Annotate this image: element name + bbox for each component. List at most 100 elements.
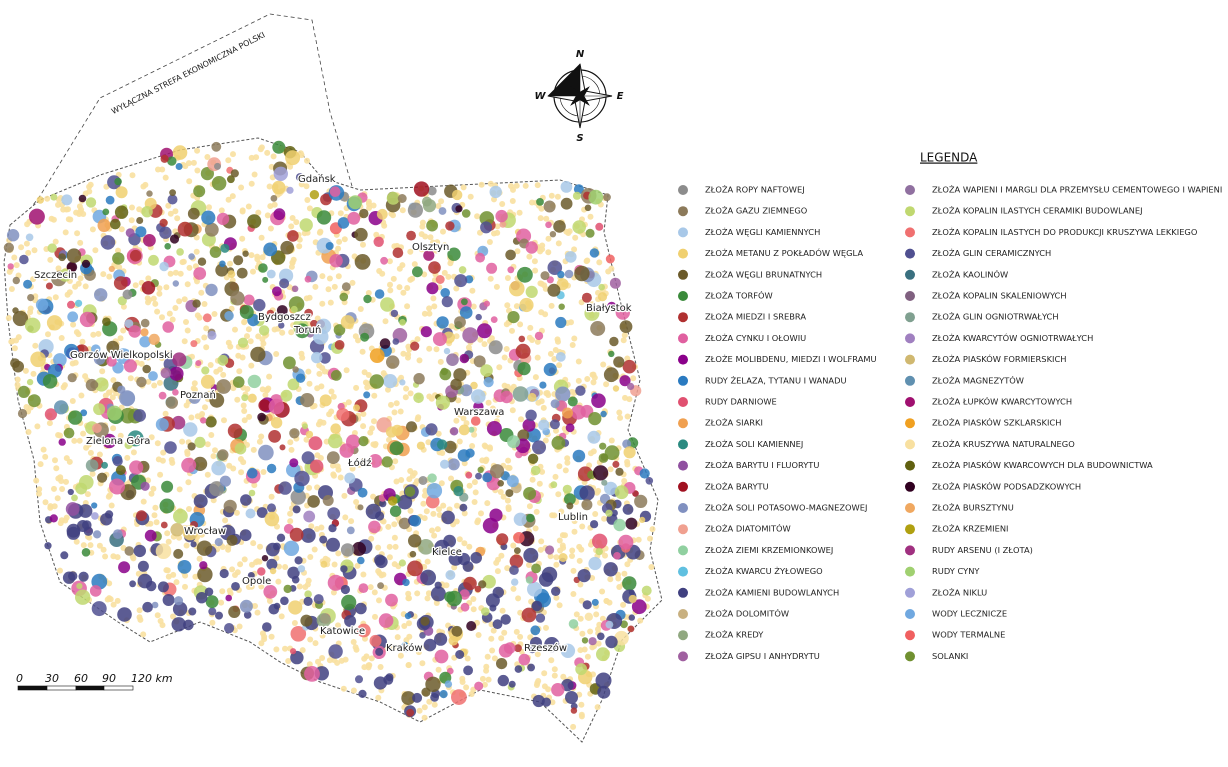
compass-letter: N <box>576 49 585 60</box>
deposit-dot <box>421 515 428 522</box>
deposit-dot <box>261 555 269 562</box>
deposit-dot <box>173 508 188 524</box>
deposit-dot <box>72 283 79 290</box>
deposit-dot <box>311 351 323 364</box>
deposit-dot <box>496 658 508 670</box>
legend-swatch <box>905 227 915 238</box>
deposit-dot <box>581 292 592 303</box>
deposit-dot <box>493 283 500 290</box>
deposit-dot <box>283 356 296 370</box>
deposit-dot <box>227 423 243 439</box>
deposit-dot <box>426 219 438 232</box>
deposit-dot <box>607 466 614 473</box>
deposit-dot <box>518 416 524 423</box>
deposit-dot <box>337 474 344 481</box>
deposit-dot <box>33 477 40 484</box>
deposit-dot <box>385 523 392 530</box>
deposit-dot <box>440 228 446 235</box>
deposit-dot <box>219 568 229 579</box>
legend-label: ZŁOŻA ROPY NAFTOWEJ <box>705 185 805 195</box>
deposit-dot <box>515 595 522 602</box>
deposit-dot <box>547 283 561 297</box>
deposit-dot <box>612 460 620 468</box>
deposit-dot <box>204 471 211 478</box>
deposit-dot <box>202 313 212 323</box>
deposit-dot <box>92 423 102 434</box>
deposit-dot <box>295 173 305 182</box>
deposit-dot <box>544 637 560 653</box>
deposit-dot <box>487 275 494 282</box>
deposit-dot <box>294 323 310 339</box>
deposit-dot <box>592 511 599 517</box>
deposit-dot <box>426 698 433 705</box>
deposit-dot <box>248 154 255 161</box>
deposit-dot <box>65 216 72 223</box>
deposit-dot <box>225 196 232 203</box>
deposit-dot <box>477 229 483 236</box>
deposit-dot <box>604 481 618 496</box>
deposit-dot <box>162 410 169 417</box>
legend-swatch <box>905 312 915 323</box>
deposit-dot <box>114 554 121 561</box>
deposit-dot <box>337 210 344 217</box>
deposit-dot <box>463 576 477 591</box>
deposit-dot <box>543 362 557 377</box>
deposit-dot <box>441 242 448 249</box>
deposit-dot <box>414 336 421 343</box>
deposit-dot <box>275 314 282 321</box>
deposit-dot <box>453 417 460 424</box>
deposit-dot <box>136 510 147 521</box>
deposit-dot <box>627 625 635 633</box>
deposit-dot <box>484 653 491 660</box>
deposit-dot <box>570 707 578 714</box>
deposit-dot <box>618 534 634 550</box>
deposit-dot <box>585 228 595 238</box>
deposit-dot <box>237 456 244 462</box>
deposit-dot <box>128 325 141 338</box>
deposit-dot <box>331 283 338 290</box>
legend-swatch <box>905 524 915 535</box>
deposit-dot <box>532 374 539 381</box>
deposit-dot <box>215 263 229 277</box>
deposit-dot <box>140 318 150 328</box>
deposit-dot <box>78 392 85 399</box>
deposit-dot <box>423 638 437 652</box>
deposit-dot <box>314 315 321 322</box>
deposit-dot <box>258 263 268 273</box>
city-label: Bydgoszcz <box>258 312 311 323</box>
deposit-dot <box>625 517 638 530</box>
deposit-dot <box>44 542 52 550</box>
deposit-dot <box>198 531 205 538</box>
deposit-dot <box>590 520 599 529</box>
deposit-dot <box>236 623 243 630</box>
deposit-dot <box>393 400 400 407</box>
deposit-dot <box>426 282 439 295</box>
deposit-dot <box>82 373 89 380</box>
deposit-dot <box>503 346 510 352</box>
deposit-dot <box>452 189 463 201</box>
deposit-dot <box>532 694 545 708</box>
deposit-dot <box>45 331 51 338</box>
deposit-dot <box>547 553 554 560</box>
deposit-dot <box>370 493 377 500</box>
deposit-dot <box>597 685 611 699</box>
deposit-dot <box>361 655 368 662</box>
deposit-dot <box>290 489 306 505</box>
deposit-dot <box>8 286 15 292</box>
deposit-dot <box>430 693 439 702</box>
deposit-dot <box>548 657 555 664</box>
legend-swatch <box>678 354 688 365</box>
deposit-dot <box>359 348 366 355</box>
deposit-dot <box>254 253 261 260</box>
deposit-dot <box>446 590 462 607</box>
legend-swatch <box>905 651 915 662</box>
deposit-dot <box>91 502 98 509</box>
deposit-dot <box>296 583 303 590</box>
deposit-dot <box>177 221 193 237</box>
deposit-dot <box>537 546 544 553</box>
deposit-dot <box>159 622 166 629</box>
deposit-dot <box>288 329 295 336</box>
deposit-dot <box>303 436 310 443</box>
deposit-dot <box>572 191 582 200</box>
deposit-dot <box>531 258 538 265</box>
